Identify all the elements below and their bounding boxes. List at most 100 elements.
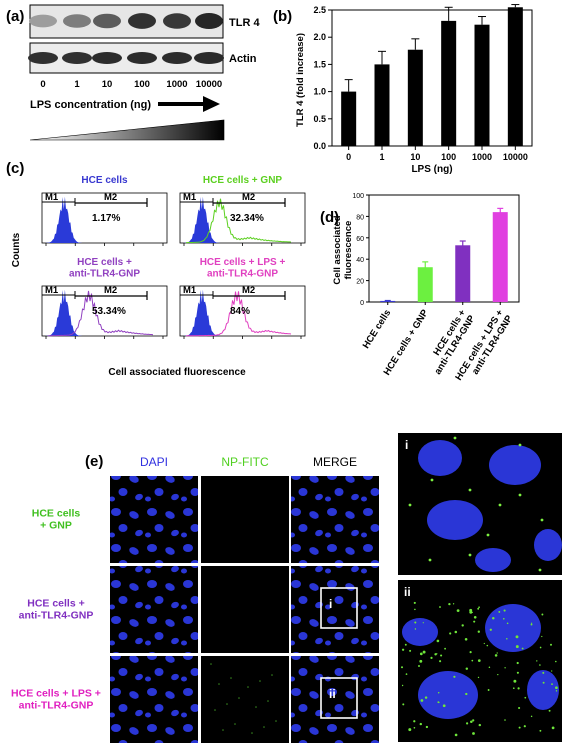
flow-xlabel: Cell associated fluorescence bbox=[108, 367, 246, 378]
flow-histogram: HCE cells + anti-TLR4-GNP M1 M2 53.34% bbox=[41, 257, 168, 339]
panel-label-a: (a) bbox=[6, 8, 24, 25]
flow-sample-peak bbox=[186, 198, 292, 244]
chart-d-ytick-label: 100 bbox=[352, 193, 364, 200]
flow-histogram-title: HCE cells + anti-TLR4-GNP bbox=[69, 257, 140, 280]
chart-d-bar bbox=[380, 300, 396, 302]
fitc-punctum bbox=[486, 533, 490, 537]
lane-label: 0 bbox=[40, 79, 45, 90]
gate-m1-label: M1 bbox=[183, 285, 197, 296]
panel-label-c: (c) bbox=[6, 160, 24, 177]
fitc-punctum bbox=[548, 709, 551, 712]
chart-d-ylabel: Cell associatedfluorescence bbox=[332, 215, 354, 284]
actin-band bbox=[92, 52, 122, 64]
chart-b-xtick-label: 10000 bbox=[503, 152, 528, 162]
fitc-punctum bbox=[436, 639, 440, 643]
fitc-punctum bbox=[539, 729, 542, 732]
fitc-punctum bbox=[487, 689, 490, 691]
panel-label-b: (b) bbox=[273, 8, 292, 25]
chart-d-ylabel-text: Cell associatedfluorescence bbox=[332, 215, 354, 284]
fitc-punctum bbox=[454, 630, 458, 634]
chart-b-bar bbox=[374, 64, 390, 146]
fitc-punctum bbox=[521, 647, 524, 650]
flow-sample-peak bbox=[186, 291, 292, 337]
fitc-punctum bbox=[542, 671, 545, 674]
fitc-punctum bbox=[524, 696, 527, 699]
chart-d-frame bbox=[368, 194, 520, 303]
dapi-image bbox=[110, 656, 198, 743]
fitc-punctum bbox=[436, 653, 438, 655]
fitc-punctum bbox=[518, 443, 522, 447]
lane-label: 10000 bbox=[196, 79, 222, 90]
tlr4-band bbox=[29, 14, 57, 28]
fitc-punctum bbox=[430, 656, 433, 660]
fitc-punctum bbox=[408, 728, 412, 732]
flow-ylabel: Counts bbox=[11, 232, 22, 267]
fitc-punctum bbox=[488, 666, 491, 668]
fitc-punctum bbox=[492, 616, 495, 620]
fitc-punctum bbox=[465, 667, 469, 670]
fitc-punctum bbox=[478, 723, 482, 727]
fitc-punctum bbox=[452, 603, 455, 605]
tlr4-band bbox=[128, 13, 156, 29]
fitc-punctum bbox=[472, 719, 475, 722]
lane-label: 1000 bbox=[166, 79, 187, 90]
fitc-speck bbox=[247, 686, 249, 688]
tlr4-band bbox=[195, 13, 223, 29]
panel-label-e: (e) bbox=[85, 453, 103, 470]
flow-control-peak bbox=[44, 196, 88, 243]
chart-b: 0.0 0.5 1.0 1.5 2.0 2.5 0 1 10 100 1000 10000 bbox=[313, 4, 533, 162]
fitc-punctum bbox=[539, 664, 541, 666]
flow-histogram: HCE cells + GNP M1 M2 32.34% bbox=[179, 175, 306, 246]
fitc-punctum bbox=[442, 704, 446, 708]
fitc-punctum bbox=[453, 436, 457, 440]
fitc-punctum bbox=[516, 661, 519, 665]
fitc-punctum bbox=[498, 503, 502, 507]
fitc-punctum bbox=[419, 722, 422, 726]
fitc-punctum bbox=[523, 725, 526, 728]
inset-i-nucleus bbox=[427, 500, 483, 540]
fitc-punctum bbox=[477, 676, 480, 679]
fitc-punctum bbox=[554, 660, 557, 663]
flow-histogram-title: HCE cells bbox=[81, 175, 128, 186]
blot-actin bbox=[28, 42, 224, 74]
fitc-punctum bbox=[473, 620, 476, 623]
fitc-punctum bbox=[456, 609, 460, 612]
fitc-punctum bbox=[496, 652, 498, 654]
fitc-punctum bbox=[444, 647, 446, 650]
fitc-punctum bbox=[550, 643, 552, 646]
blot-label-tlr4: TLR 4 bbox=[229, 17, 260, 29]
inset-marker-label: i bbox=[329, 597, 332, 611]
gate-m2-percent: 53.34% bbox=[92, 306, 126, 317]
chart-b-ytick-label: 1.0 bbox=[313, 87, 326, 97]
blot-label-actin: Actin bbox=[229, 53, 257, 65]
actin-band bbox=[28, 52, 58, 64]
fitc-speck bbox=[222, 729, 224, 731]
fitc-punctum bbox=[542, 681, 545, 684]
lps-arrow-label: LPS concentration (ng) bbox=[30, 99, 151, 111]
chart-b-ytick-label: 0.5 bbox=[313, 114, 326, 124]
inset-ii: ii bbox=[398, 580, 562, 742]
fitc-speck bbox=[263, 726, 265, 728]
fitc-punctum bbox=[472, 732, 475, 735]
fitc-punctum bbox=[461, 624, 464, 627]
chart-b-xlabel: LPS (ng) bbox=[411, 164, 452, 175]
chart-b-ytick-label: 1.5 bbox=[313, 59, 326, 69]
fitc-punctum bbox=[453, 675, 456, 678]
chart-d-ytick-label: 80 bbox=[356, 214, 364, 221]
actin-band bbox=[162, 52, 192, 64]
fitc-punctum bbox=[439, 606, 441, 608]
fitc-punctum bbox=[465, 722, 469, 725]
flow-control-peak bbox=[44, 289, 88, 336]
lane-label: 100 bbox=[134, 79, 150, 90]
fitc-speck bbox=[218, 683, 220, 685]
fitc-punctum bbox=[428, 558, 432, 562]
fitc-punctum bbox=[486, 644, 489, 647]
fitc-punctum bbox=[506, 622, 509, 625]
fitc-punctum bbox=[414, 608, 416, 611]
chart-b-ytick-label: 0.0 bbox=[313, 141, 326, 151]
fitc-punctum bbox=[512, 687, 515, 690]
panel-e: (e) DAPI NP-FITC MERGE HCE cells + GNP HCE ce… bbox=[11, 433, 562, 743]
fitc-punctum bbox=[440, 654, 443, 657]
